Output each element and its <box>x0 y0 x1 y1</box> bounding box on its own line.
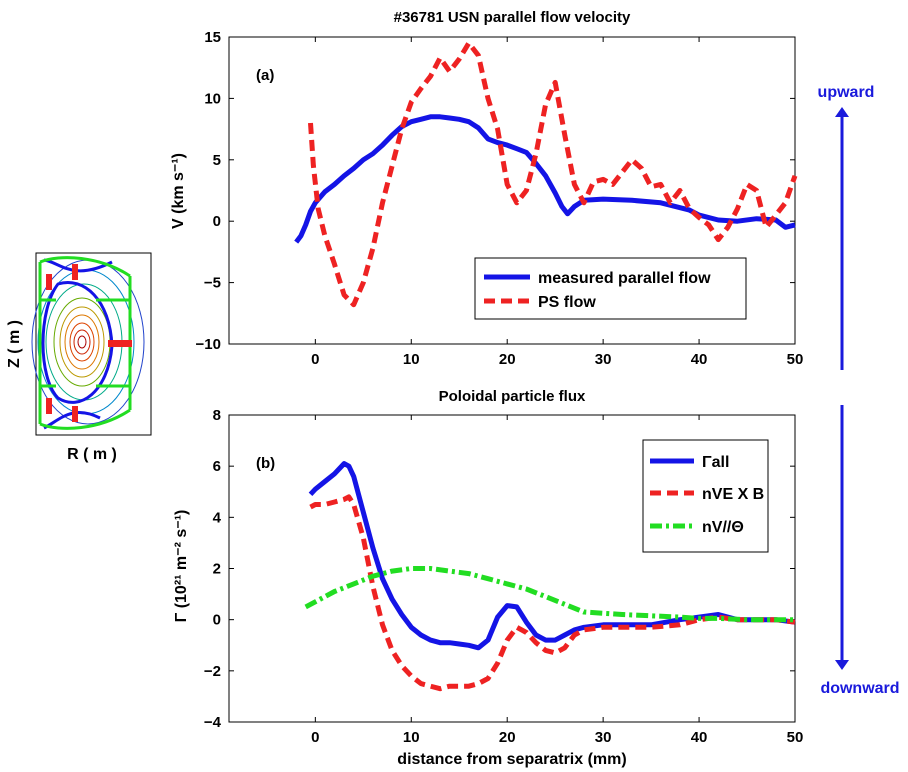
series-line-b-0 <box>308 461 796 651</box>
upward-label: upward <box>818 84 875 101</box>
y-tick-label: 8 <box>213 407 221 424</box>
y-tick-label: −4 <box>204 714 222 731</box>
y-tick-label: 6 <box>213 458 221 475</box>
y-tick-label: 4 <box>213 509 222 526</box>
legend-a-measured: measured parallel flow <box>538 270 711 287</box>
y-tick-label: −10 <box>196 336 221 353</box>
x-tick-label: 50 <box>787 351 804 368</box>
y-tick-label: 10 <box>204 90 221 107</box>
y-tick-label: 0 <box>213 612 221 629</box>
x-tick-label: 30 <box>595 729 612 746</box>
panel-b: Poloidal particle flux 0 10 20 30 40 5086420−… <box>173 388 803 768</box>
x-tick-label: 40 <box>691 729 708 746</box>
series-line-b-1 <box>309 494 796 692</box>
chart-a-legend-box <box>474 257 747 320</box>
panel-a: #36781 USN parallel flow velocity 0 10 20 3… <box>170 9 803 368</box>
y-tick-label: 0 <box>213 213 221 230</box>
chart-a-ylabel: V (km s⁻¹) <box>170 153 187 229</box>
x-tick-label: 40 <box>691 351 708 368</box>
legend-b-par: nV//Θ <box>702 519 744 536</box>
chart-a-frame <box>228 36 796 345</box>
inset-xlabel: R ( m ) <box>67 446 117 463</box>
divertor-plates <box>46 264 132 422</box>
series-line-b-2 <box>304 566 795 623</box>
x-tick-label: 0 <box>311 729 319 746</box>
legend-b-gamma: Γall <box>702 454 729 471</box>
x-tick-label: 20 <box>499 729 516 746</box>
x-tick-label: 10 <box>403 351 420 368</box>
separatrix-line <box>41 281 114 404</box>
y-tick-label: 2 <box>213 561 221 578</box>
x-tick-label: 0 <box>311 351 319 368</box>
series-line-a-0 <box>294 114 796 244</box>
chart-a-title: #36781 USN parallel flow velocity <box>394 9 631 26</box>
x-tick-label: 50 <box>787 729 804 746</box>
chart-b-ylabel: Γ (10²¹ m⁻² s⁻¹) <box>173 510 190 623</box>
x-tick-label: 20 <box>499 351 516 368</box>
y-tick-label: −2 <box>204 663 221 680</box>
chart-b-panel-label: (b) <box>256 455 275 472</box>
direction-arrows: upward downward <box>818 84 900 697</box>
chart-b-series <box>304 461 796 692</box>
chart-b-legend: Γall nVE X B nV//Θ <box>642 439 769 553</box>
chart-a-series <box>294 40 798 308</box>
chart-a-legend: measured parallel flow PS flow <box>474 257 747 320</box>
inset-ylabel: Z ( m ) <box>6 320 23 368</box>
legend-b-exb: nVE X B <box>702 486 764 503</box>
x-tick-label: 30 <box>595 351 612 368</box>
y-tick-label: 15 <box>204 29 221 46</box>
legend-a-ps: PS flow <box>538 294 596 311</box>
chart-b-title: Poloidal particle flux <box>439 388 586 405</box>
chart-a-panel-label: (a) <box>256 67 274 84</box>
series-line-a-1 <box>308 40 798 308</box>
x-tick-label: 10 <box>403 729 420 746</box>
chart-b-xlabel: distance from separatrix (mm) <box>397 751 626 768</box>
y-tick-label: −5 <box>204 275 221 292</box>
y-tick-label: 5 <box>213 152 221 169</box>
equilibrium-inset: R ( m ) Z ( m ) <box>6 252 152 463</box>
downward-label: downward <box>820 680 899 697</box>
